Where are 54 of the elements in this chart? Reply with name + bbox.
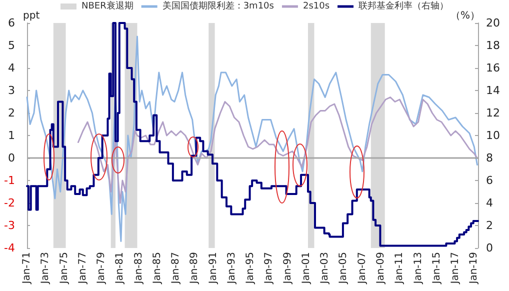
y-tick-label: 0: [8, 152, 15, 164]
y-tick-label: -3: [4, 219, 15, 232]
x-tick-label: Jan-73: [40, 252, 52, 285]
x-tick-label: Jan-95: [245, 252, 256, 285]
x-tick-label: Jan-79: [96, 252, 108, 285]
y2-tick-label: 20: [486, 16, 500, 30]
y-tick-label: 1: [8, 129, 15, 142]
y-tick-label: -2: [4, 196, 15, 210]
y-tick-label: 3: [8, 84, 15, 97]
x-tick-label: Jan-87: [170, 252, 182, 285]
x-tick-label: Jan-11: [394, 252, 406, 285]
y2-tick-label: 4: [486, 196, 493, 210]
y-tick-label: 6: [8, 16, 15, 30]
x-tick-label: Jan-99: [282, 252, 294, 285]
x-tick-label: Jan-13: [412, 252, 424, 285]
x-tick-label: Jan-19: [468, 252, 480, 285]
y-tick-label: -1: [4, 174, 15, 187]
legend-label: 美国国债期限利差：3m10s: [162, 0, 274, 12]
x-tick-label: Jan-97: [264, 252, 275, 285]
x-tick-label: Jan-01: [300, 252, 312, 285]
y2-tick-label: 2: [486, 219, 493, 232]
y2-tick-label: 16: [486, 62, 500, 74]
x-tick-label: Jan-75: [58, 252, 70, 285]
x-tick-label: Jan-85: [152, 252, 163, 285]
x-tick-label: Jan-17: [450, 252, 462, 285]
y2-tick-label: 14: [486, 84, 500, 97]
x-tick-label: Jan-71: [22, 252, 32, 285]
x-tick-label: Jan-07: [356, 252, 368, 285]
y2-tick-label: 12: [486, 106, 500, 120]
x-tick-label: Jan-15: [431, 252, 442, 285]
y2-tick-label: 8: [486, 152, 493, 164]
x-tick-label: Jan-09: [376, 252, 387, 285]
y-tick-label: -4: [4, 242, 15, 254]
y2-axis-title: （%）: [450, 10, 480, 22]
line-series: [77, 96, 478, 204]
y2-tick-label: 6: [486, 174, 493, 187]
x-tick-label: Jan-91: [208, 252, 219, 285]
y2-tick-label: 0: [486, 242, 493, 254]
legend-label: 2s10s: [302, 2, 330, 12]
y-tick-label: 5: [8, 39, 15, 52]
x-tick-label: Jan-81: [114, 252, 126, 285]
y2-tick-label: 18: [486, 39, 500, 52]
x-tick-label: Jan-93: [226, 252, 238, 285]
y-axis-title: ppt: [23, 10, 40, 22]
x-tick-label: Jan-83: [133, 252, 144, 285]
x-tick-label: Jan-77: [77, 252, 88, 285]
x-tick-label: Jan-05: [338, 252, 350, 285]
y-tick-label: 4: [8, 62, 15, 74]
y-tick-label: 2: [8, 106, 15, 120]
legend-label: NBER衰退期: [81, 0, 134, 12]
y2-tick-label: 10: [486, 129, 500, 142]
legend-label: 联邦基金利率（右轴）: [358, 0, 449, 12]
x-tick-label: Jan-89: [189, 252, 200, 285]
x-tick-label: Jan-03: [320, 252, 331, 285]
